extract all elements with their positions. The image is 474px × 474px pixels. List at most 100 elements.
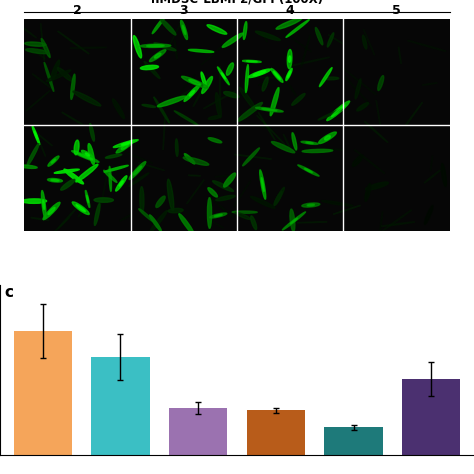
Ellipse shape bbox=[109, 166, 111, 191]
Ellipse shape bbox=[201, 37, 232, 65]
Ellipse shape bbox=[182, 25, 186, 35]
Ellipse shape bbox=[222, 33, 243, 47]
Ellipse shape bbox=[175, 139, 178, 156]
Ellipse shape bbox=[189, 91, 195, 96]
Ellipse shape bbox=[189, 49, 214, 53]
Ellipse shape bbox=[48, 207, 55, 215]
Ellipse shape bbox=[121, 144, 129, 149]
Ellipse shape bbox=[319, 68, 332, 87]
Ellipse shape bbox=[307, 204, 314, 206]
Ellipse shape bbox=[378, 75, 384, 91]
Ellipse shape bbox=[189, 79, 201, 85]
Ellipse shape bbox=[129, 162, 146, 180]
Ellipse shape bbox=[364, 29, 374, 55]
Ellipse shape bbox=[34, 131, 37, 139]
Ellipse shape bbox=[47, 179, 63, 182]
Ellipse shape bbox=[133, 166, 142, 175]
Ellipse shape bbox=[155, 53, 161, 58]
Text: 3: 3 bbox=[180, 4, 188, 17]
Ellipse shape bbox=[212, 181, 234, 191]
Ellipse shape bbox=[288, 56, 291, 63]
Ellipse shape bbox=[208, 116, 221, 119]
Text: hMDSC-LBMP2/GFP(100X): hMDSC-LBMP2/GFP(100X) bbox=[151, 0, 323, 5]
Ellipse shape bbox=[248, 69, 271, 78]
Ellipse shape bbox=[328, 35, 344, 45]
Ellipse shape bbox=[188, 175, 201, 176]
Ellipse shape bbox=[276, 18, 302, 29]
Ellipse shape bbox=[116, 140, 134, 153]
Ellipse shape bbox=[408, 40, 446, 51]
Ellipse shape bbox=[290, 57, 329, 66]
Ellipse shape bbox=[140, 65, 158, 70]
Ellipse shape bbox=[104, 165, 128, 172]
Ellipse shape bbox=[26, 49, 48, 54]
Ellipse shape bbox=[234, 181, 251, 207]
Ellipse shape bbox=[355, 79, 361, 99]
Ellipse shape bbox=[179, 214, 194, 235]
Ellipse shape bbox=[140, 187, 144, 213]
Ellipse shape bbox=[221, 73, 226, 79]
Ellipse shape bbox=[48, 156, 59, 166]
Ellipse shape bbox=[88, 144, 94, 164]
Ellipse shape bbox=[363, 35, 367, 49]
Ellipse shape bbox=[379, 211, 383, 238]
Ellipse shape bbox=[19, 165, 37, 168]
Ellipse shape bbox=[163, 115, 165, 150]
Ellipse shape bbox=[430, 156, 433, 171]
Ellipse shape bbox=[41, 38, 50, 57]
Ellipse shape bbox=[208, 198, 211, 228]
Ellipse shape bbox=[208, 137, 222, 143]
Ellipse shape bbox=[168, 209, 183, 213]
Ellipse shape bbox=[357, 103, 368, 111]
Bar bbox=[343, 125, 449, 231]
Ellipse shape bbox=[203, 91, 235, 109]
Ellipse shape bbox=[149, 50, 166, 62]
Ellipse shape bbox=[322, 201, 353, 206]
Ellipse shape bbox=[150, 215, 162, 231]
Ellipse shape bbox=[120, 211, 138, 221]
Ellipse shape bbox=[251, 124, 271, 129]
Ellipse shape bbox=[259, 82, 271, 85]
Ellipse shape bbox=[26, 91, 50, 111]
Ellipse shape bbox=[261, 32, 267, 42]
Ellipse shape bbox=[82, 150, 93, 159]
Ellipse shape bbox=[255, 31, 280, 41]
Ellipse shape bbox=[184, 85, 200, 101]
Ellipse shape bbox=[85, 153, 90, 156]
Ellipse shape bbox=[315, 27, 323, 45]
Bar bbox=[237, 19, 343, 125]
Ellipse shape bbox=[51, 159, 55, 163]
Ellipse shape bbox=[212, 221, 223, 228]
Ellipse shape bbox=[272, 142, 295, 153]
Ellipse shape bbox=[94, 198, 113, 202]
Ellipse shape bbox=[25, 42, 46, 46]
Ellipse shape bbox=[78, 205, 87, 217]
Bar bbox=[14, 331, 72, 455]
Ellipse shape bbox=[201, 72, 206, 87]
Ellipse shape bbox=[51, 179, 59, 181]
Ellipse shape bbox=[46, 70, 71, 82]
Ellipse shape bbox=[261, 178, 264, 191]
Ellipse shape bbox=[193, 84, 205, 107]
Ellipse shape bbox=[301, 35, 310, 67]
Ellipse shape bbox=[90, 124, 94, 141]
Ellipse shape bbox=[260, 170, 266, 199]
Ellipse shape bbox=[144, 62, 160, 79]
Ellipse shape bbox=[64, 169, 83, 184]
Ellipse shape bbox=[424, 170, 440, 183]
Ellipse shape bbox=[354, 149, 384, 173]
Ellipse shape bbox=[22, 199, 46, 203]
Ellipse shape bbox=[70, 47, 107, 48]
Ellipse shape bbox=[161, 19, 176, 35]
Ellipse shape bbox=[257, 115, 285, 145]
Ellipse shape bbox=[43, 202, 60, 219]
Ellipse shape bbox=[169, 14, 185, 46]
Ellipse shape bbox=[183, 157, 209, 165]
Ellipse shape bbox=[21, 27, 36, 38]
Ellipse shape bbox=[331, 105, 345, 117]
Ellipse shape bbox=[152, 17, 164, 34]
Ellipse shape bbox=[157, 96, 186, 107]
Ellipse shape bbox=[174, 40, 177, 59]
Ellipse shape bbox=[255, 107, 283, 112]
Ellipse shape bbox=[215, 175, 229, 177]
